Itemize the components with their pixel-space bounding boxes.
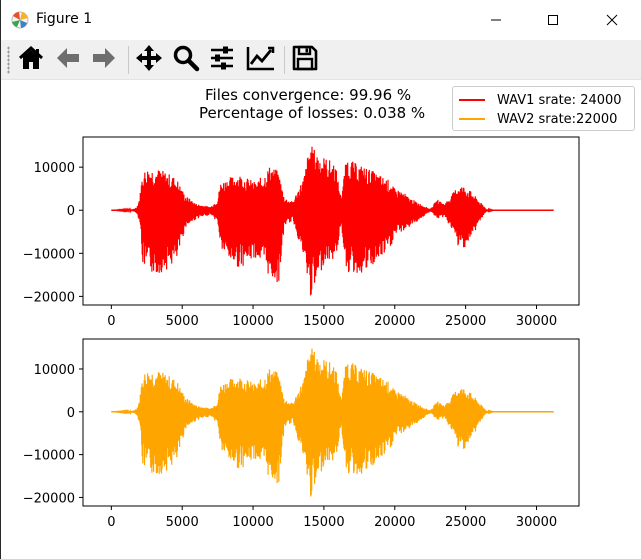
legend-entry: WAV2 srate:22000 bbox=[459, 110, 617, 128]
x-tick-label: 30000 bbox=[516, 314, 557, 329]
legend-line-swatch bbox=[459, 118, 485, 120]
matplotlib-icon bbox=[10, 10, 30, 30]
maximize-button[interactable] bbox=[530, 0, 576, 40]
zoom-button[interactable] bbox=[170, 44, 202, 76]
x-tick-label: 20000 bbox=[374, 515, 415, 530]
home-button[interactable] bbox=[15, 44, 47, 76]
edit-axis-icon bbox=[246, 44, 276, 76]
legend-line-swatch bbox=[459, 99, 485, 101]
waveform-series-line bbox=[111, 146, 554, 296]
save-button[interactable] bbox=[289, 44, 321, 76]
x-tick-label: 25000 bbox=[445, 515, 486, 530]
home-icon bbox=[17, 44, 45, 76]
navigation-toolbar bbox=[1, 40, 641, 80]
x-tick-label: 10000 bbox=[232, 314, 273, 329]
axes-frame bbox=[82, 136, 580, 306]
waveform-series-line bbox=[111, 348, 554, 497]
minimize-button[interactable] bbox=[473, 0, 519, 40]
subplot-1[interactable]: 0 5000 10000 15000 20000 25000 30000 10000 0 −100… bbox=[23, 136, 580, 329]
window-title: Figure 1 bbox=[36, 11, 93, 27]
close-icon bbox=[606, 11, 618, 30]
edit-axis-button[interactable] bbox=[245, 44, 277, 76]
legend-label: WAV1 srate: 24000 bbox=[497, 92, 622, 108]
title-bar[interactable]: Figure 1 bbox=[1, 0, 641, 40]
x-tick-label: 0 bbox=[107, 314, 115, 329]
back-arrow-icon bbox=[54, 44, 82, 76]
back-button[interactable] bbox=[52, 44, 84, 76]
y-tick-label: 0 bbox=[67, 406, 75, 421]
toolbar-separator bbox=[128, 46, 129, 74]
zoom-icon bbox=[172, 44, 200, 76]
legend-entry: WAV1 srate: 24000 bbox=[459, 91, 622, 109]
x-tick-label: 30000 bbox=[516, 515, 557, 530]
save-icon bbox=[291, 44, 319, 76]
x-tick-label: 10000 bbox=[232, 515, 273, 530]
x-tick-label: 25000 bbox=[445, 314, 486, 329]
forward-button[interactable] bbox=[88, 44, 120, 76]
y-tick-label: 10000 bbox=[34, 363, 75, 378]
y-tick-label: 10000 bbox=[34, 161, 75, 176]
minimize-icon bbox=[490, 11, 502, 30]
y-tick-label: −10000 bbox=[23, 247, 75, 262]
forward-arrow-icon bbox=[90, 44, 118, 76]
convergence-text: Files convergence: 99.96 % bbox=[205, 86, 412, 104]
x-tick-label: 20000 bbox=[374, 314, 415, 329]
y-tick-label: −20000 bbox=[23, 491, 75, 506]
x-tick-label: 15000 bbox=[303, 314, 344, 329]
legend: WAV1 srate: 24000 WAV2 srate:22000 bbox=[452, 86, 635, 131]
x-tick-label: 5000 bbox=[166, 515, 199, 530]
axes-frame bbox=[82, 338, 580, 507]
toolbar-separator bbox=[284, 46, 285, 74]
x-tick-label: 15000 bbox=[303, 515, 344, 530]
subplots-config-icon bbox=[208, 44, 236, 76]
legend-label: WAV2 srate:22000 bbox=[497, 111, 618, 127]
y-tick-label: 0 bbox=[67, 204, 75, 219]
maximize-icon bbox=[547, 11, 559, 30]
close-button[interactable] bbox=[589, 0, 635, 40]
y-tick-label: −20000 bbox=[23, 290, 75, 305]
losses-text: Percentage of losses: 0.038 % bbox=[199, 104, 426, 122]
pan-icon bbox=[135, 44, 163, 76]
configure-subplots-button[interactable] bbox=[206, 44, 238, 76]
x-tick-label: 5000 bbox=[166, 314, 199, 329]
toolbar-grip[interactable] bbox=[7, 46, 10, 74]
x-tick-label: 0 bbox=[107, 515, 115, 530]
y-tick-label: −10000 bbox=[23, 449, 75, 464]
subplot-2[interactable]: 0 5000 10000 15000 20000 25000 30000 10000 0 −100… bbox=[23, 338, 580, 530]
pan-button[interactable] bbox=[133, 44, 165, 76]
